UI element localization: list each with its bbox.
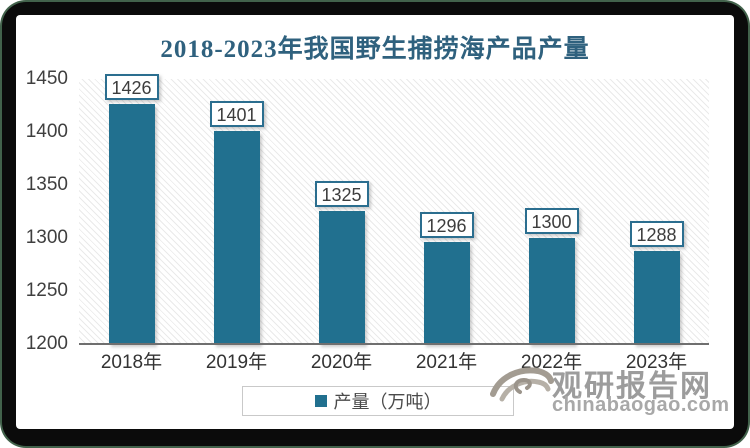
x-axis-tick-label: 2021年 — [415, 352, 478, 373]
chart-canvas: 2018-2023年我国野生捕捞海产品产量 1200 1250 1300 1350 14… — [16, 15, 734, 429]
x-axis-line — [79, 343, 709, 345]
x-axis-tick-label: 2020年 — [310, 352, 373, 373]
y-axis-tick-label: 1450 — [25, 68, 68, 89]
bar — [213, 131, 260, 344]
bar — [318, 211, 365, 344]
legend-label: 产量（万吨） — [333, 392, 442, 412]
y-axis-tick-label: 1350 — [25, 174, 68, 195]
legend: 产量（万吨） — [242, 386, 514, 416]
plot-area — [79, 79, 709, 344]
bar-value-label: 1288 — [629, 221, 684, 247]
bar-value-label: 1300 — [524, 208, 579, 234]
y-axis-tick-label: 1300 — [25, 227, 68, 248]
watermark-domain-text: chinabaogao.com — [552, 394, 730, 416]
x-axis-tick-label: 2019年 — [205, 352, 268, 373]
bar — [633, 251, 680, 344]
y-axis-tick-label: 1250 — [25, 280, 68, 301]
chart-title: 2018-2023年我国野生捕捞海产品产量 — [160, 36, 590, 63]
bar-value-label: 1325 — [314, 181, 369, 207]
y-axis-tick-label: 1400 — [25, 121, 68, 142]
bar — [108, 104, 155, 344]
bar-value-label: 1296 — [419, 212, 474, 238]
legend-marker-icon — [314, 395, 327, 407]
bar-value-label: 1401 — [209, 101, 264, 127]
y-axis-tick-label: 1200 — [25, 333, 68, 354]
x-axis-tick-label: 2018年 — [100, 352, 163, 373]
bar-value-label: 1426 — [104, 74, 159, 100]
watermark-brand-text: 观研报告网 — [552, 370, 712, 403]
bar — [423, 242, 470, 344]
x-axis-tick-label: 2023年 — [625, 352, 688, 373]
swirl-logo-icon — [490, 367, 554, 402]
bar — [528, 238, 575, 344]
